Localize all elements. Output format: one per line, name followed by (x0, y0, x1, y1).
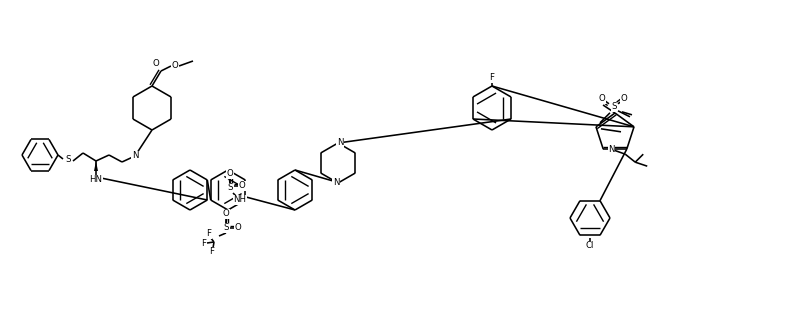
Text: O: O (238, 182, 245, 190)
Text: O: O (234, 224, 241, 232)
Text: O: O (172, 61, 178, 71)
Text: F: F (489, 73, 494, 82)
Text: O: O (226, 169, 233, 178)
Text: S: S (227, 183, 233, 192)
Text: S: S (65, 156, 71, 164)
Text: HN: HN (89, 176, 103, 184)
Text: N: N (607, 145, 614, 154)
Text: O: O (620, 94, 626, 103)
Polygon shape (94, 161, 98, 171)
Text: F: F (206, 230, 211, 238)
Text: Cl: Cl (585, 241, 593, 251)
Text: O: O (597, 94, 605, 103)
Text: N: N (332, 178, 338, 188)
Text: O: O (222, 210, 229, 218)
Text: F: F (201, 239, 206, 248)
Text: N: N (336, 139, 342, 148)
Text: F: F (209, 247, 214, 257)
Text: N: N (132, 151, 138, 161)
Text: S: S (610, 102, 616, 111)
Text: NH: NH (233, 196, 246, 204)
Text: S: S (223, 224, 229, 232)
Text: O: O (152, 59, 159, 68)
